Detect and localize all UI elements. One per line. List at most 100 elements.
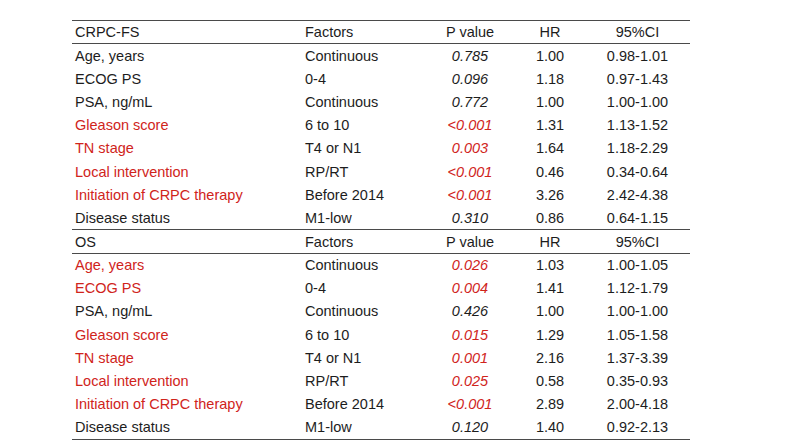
- factor-cell: PSA, ng/mL: [72, 90, 305, 113]
- hr-cell: 1.18: [515, 67, 585, 90]
- pvalue-cell: 0.310: [425, 207, 515, 230]
- hr-cell: 0.46: [515, 160, 585, 183]
- ci-cell: 1.00-1.05: [585, 253, 690, 276]
- table-row: ECOG PS 0-4 0.004 1.41 1.12-1.79: [72, 276, 690, 299]
- hr-cell: 2.89: [515, 393, 585, 416]
- ci-cell: 2.42-4.38: [585, 183, 690, 206]
- table-row: Age, years Continuous 0.785 1.00 0.98-1.…: [72, 44, 690, 67]
- table-row: Gleason score 6 to 10 <0.001 1.31 1.13-1…: [72, 114, 690, 137]
- level-cell: T4 or N1: [305, 346, 425, 369]
- level-cell: Continuous: [305, 90, 425, 113]
- factor-cell: Age, years: [72, 253, 305, 276]
- ci-cell: 0.98-1.01: [585, 44, 690, 67]
- ci-cell: 1.05-1.58: [585, 323, 690, 346]
- hr-cell: 0.58: [515, 369, 585, 392]
- hr-cell: 2.16: [515, 346, 585, 369]
- hr-cell: 1.03: [515, 253, 585, 276]
- factor-cell: Initiation of CRPC therapy: [72, 183, 305, 206]
- level-cell: M1-low: [305, 416, 425, 439]
- factor-cell: Disease status: [72, 207, 305, 230]
- hr-cell: 1.41: [515, 276, 585, 299]
- section-title: CRPC-FS: [72, 21, 305, 44]
- table-row: Initiation of CRPC therapy Before 2014 <…: [72, 393, 690, 416]
- pvalue-cell: 0.025: [425, 369, 515, 392]
- factor-cell: Gleason score: [72, 323, 305, 346]
- level-cell: Continuous: [305, 44, 425, 67]
- ci-cell: 2.00-4.18: [585, 393, 690, 416]
- level-cell: Before 2014: [305, 393, 425, 416]
- level-cell: 6 to 10: [305, 323, 425, 346]
- section-header-row: OS Factors P value HR 95%CI: [72, 230, 690, 253]
- column-header-ci: 95%CI: [585, 230, 690, 253]
- level-cell: Before 2014: [305, 183, 425, 206]
- hr-cell: 1.31: [515, 114, 585, 137]
- table-row: Local intervention RP/RT <0.001 0.46 0.3…: [72, 160, 690, 183]
- section-os: OS Factors P value HR 95%CI Age, years C…: [72, 230, 690, 439]
- hr-cell: 1.64: [515, 137, 585, 160]
- pvalue-cell: <0.001: [425, 393, 515, 416]
- factor-cell: TN stage: [72, 137, 305, 160]
- pvalue-cell: 0.001: [425, 346, 515, 369]
- section-header-row: CRPC-FS Factors P value HR 95%CI: [72, 21, 690, 44]
- table-figure: CRPC-FS Factors P value HR 95%CI Age, ye…: [72, 20, 690, 440]
- level-cell: Continuous: [305, 300, 425, 323]
- pvalue-cell: <0.001: [425, 183, 515, 206]
- table-row: TN stage T4 or N1 0.001 2.16 1.37-3.39: [72, 346, 690, 369]
- table-row: Disease status M1-low 0.120 1.40 0.92-2.…: [72, 416, 690, 439]
- hr-cell: 0.86: [515, 207, 585, 230]
- hr-cell: 1.29: [515, 323, 585, 346]
- table-row: Local intervention RP/RT 0.025 0.58 0.35…: [72, 369, 690, 392]
- level-cell: 0-4: [305, 67, 425, 90]
- ci-cell: 0.35-0.93: [585, 369, 690, 392]
- pvalue-cell: 0.785: [425, 44, 515, 67]
- table-row: Disease status M1-low 0.310 0.86 0.64-1.…: [72, 207, 690, 230]
- ci-cell: 1.37-3.39: [585, 346, 690, 369]
- table-row: TN stage T4 or N1 0.003 1.64 1.18-2.29: [72, 137, 690, 160]
- column-header-factors: Factors: [305, 230, 425, 253]
- column-header-hr: HR: [515, 21, 585, 44]
- table-row: Gleason score 6 to 10 0.015 1.29 1.05-1.…: [72, 323, 690, 346]
- pvalue-cell: 0.096: [425, 67, 515, 90]
- ci-cell: 0.64-1.15: [585, 207, 690, 230]
- factor-cell: Age, years: [72, 44, 305, 67]
- level-cell: M1-low: [305, 207, 425, 230]
- level-cell: 0-4: [305, 276, 425, 299]
- pvalue-cell: 0.004: [425, 276, 515, 299]
- table-row: ECOG PS 0-4 0.096 1.18 0.97-1.43: [72, 67, 690, 90]
- column-header-pvalue: P value: [425, 21, 515, 44]
- factor-cell: Disease status: [72, 416, 305, 439]
- factor-cell: ECOG PS: [72, 67, 305, 90]
- pvalue-cell: 0.120: [425, 416, 515, 439]
- ci-cell: 0.34-0.64: [585, 160, 690, 183]
- pvalue-cell: 0.015: [425, 323, 515, 346]
- factor-cell: PSA, ng/mL: [72, 300, 305, 323]
- pvalue-cell: 0.426: [425, 300, 515, 323]
- pvalue-cell: <0.001: [425, 160, 515, 183]
- ci-cell: 1.12-1.79: [585, 276, 690, 299]
- hr-cell: 1.40: [515, 416, 585, 439]
- pvalue-cell: 0.772: [425, 90, 515, 113]
- cox-regression-table: CRPC-FS Factors P value HR 95%CI Age, ye…: [72, 20, 690, 440]
- level-cell: Continuous: [305, 253, 425, 276]
- hr-cell: 1.00: [515, 44, 585, 67]
- column-header-pvalue: P value: [425, 230, 515, 253]
- factor-cell: TN stage: [72, 346, 305, 369]
- pvalue-cell: <0.001: [425, 114, 515, 137]
- pvalue-cell: 0.026: [425, 253, 515, 276]
- ci-cell: 0.92-2.13: [585, 416, 690, 439]
- ci-cell: 0.97-1.43: [585, 67, 690, 90]
- level-cell: RP/RT: [305, 160, 425, 183]
- hr-cell: 1.00: [515, 300, 585, 323]
- factor-cell: ECOG PS: [72, 276, 305, 299]
- level-cell: RP/RT: [305, 369, 425, 392]
- section-crpc-fs: CRPC-FS Factors P value HR 95%CI Age, ye…: [72, 21, 690, 230]
- column-header-hr: HR: [515, 230, 585, 253]
- factor-cell: Initiation of CRPC therapy: [72, 393, 305, 416]
- level-cell: 6 to 10: [305, 114, 425, 137]
- ci-cell: 1.18-2.29: [585, 137, 690, 160]
- hr-cell: 3.26: [515, 183, 585, 206]
- hr-cell: 1.00: [515, 90, 585, 113]
- factor-cell: Gleason score: [72, 114, 305, 137]
- table-row: Initiation of CRPC therapy Before 2014 <…: [72, 183, 690, 206]
- table-row: PSA, ng/mL Continuous 0.426 1.00 1.00-1.…: [72, 300, 690, 323]
